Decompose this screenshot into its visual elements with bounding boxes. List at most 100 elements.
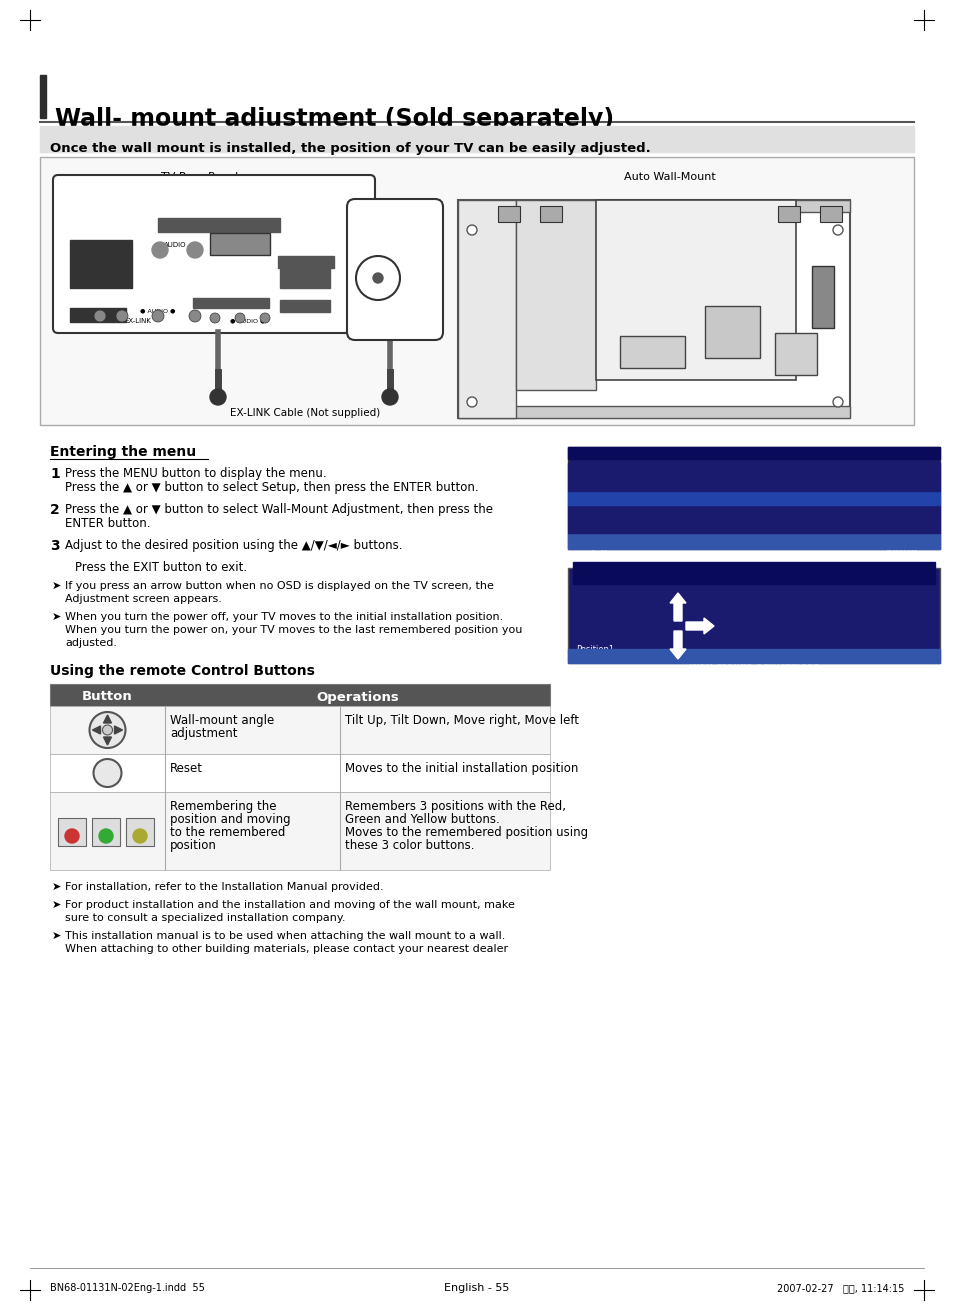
Text: ➤: ➤ bbox=[52, 900, 61, 910]
Text: Using the remote Control Buttons: Using the remote Control Buttons bbox=[50, 664, 314, 679]
Text: S.MODE: S.MODE bbox=[96, 820, 115, 825]
Bar bbox=[70, 240, 132, 288]
Text: Once the wall mount is installed, the position of your TV can be easily adjusted: Once the wall mount is installed, the po… bbox=[50, 141, 650, 155]
Text: these 3 color buttons.: these 3 color buttons. bbox=[345, 838, 474, 852]
Bar bbox=[539, 206, 561, 221]
Text: Entering the menu: Entering the menu bbox=[50, 445, 196, 458]
Bar bbox=[497, 206, 519, 221]
Bar bbox=[457, 200, 849, 418]
Text: 1: 1 bbox=[50, 466, 60, 481]
Bar bbox=[619, 335, 684, 368]
FancyArrow shape bbox=[669, 631, 685, 659]
Text: AUDIO: AUDIO bbox=[88, 317, 108, 322]
Polygon shape bbox=[103, 738, 112, 745]
Text: T V: T V bbox=[589, 548, 607, 557]
Text: Wall- mount adjustment (Sold separately): Wall- mount adjustment (Sold separately) bbox=[55, 107, 614, 131]
Circle shape bbox=[90, 713, 126, 748]
Text: MIC: MIC bbox=[99, 766, 115, 776]
Bar bbox=[567, 462, 939, 477]
Text: Input: Input bbox=[573, 476, 598, 483]
Bar bbox=[40, 75, 46, 118]
Text: TV Rear Panel: TV Rear Panel bbox=[161, 172, 238, 182]
Bar bbox=[50, 706, 550, 755]
Circle shape bbox=[210, 313, 220, 324]
Circle shape bbox=[832, 397, 842, 407]
Circle shape bbox=[102, 724, 112, 735]
Text: Press the MENU button to display the menu.: Press the MENU button to display the men… bbox=[65, 466, 326, 479]
Text: BN68-01131N-02Eng-1.indd  55: BN68-01131N-02Eng-1.indd 55 bbox=[50, 1282, 205, 1293]
Text: Setup: Setup bbox=[884, 548, 917, 557]
Bar bbox=[58, 817, 86, 846]
Circle shape bbox=[99, 829, 112, 844]
Text: ►: ► bbox=[927, 503, 932, 510]
Circle shape bbox=[381, 389, 397, 405]
Bar bbox=[457, 200, 849, 212]
Text: PC: PC bbox=[243, 242, 253, 248]
Text: ● AUDIO ●: ● AUDIO ● bbox=[140, 308, 175, 313]
FancyArrow shape bbox=[685, 618, 713, 634]
Circle shape bbox=[373, 272, 382, 283]
Text: Channel: Channel bbox=[573, 503, 609, 512]
Text: Adjust to the desired position using the ▲/▼/◄/► buttons.: Adjust to the desired position using the… bbox=[65, 538, 402, 552]
Bar bbox=[457, 406, 849, 418]
Bar bbox=[50, 793, 550, 870]
Text: ➤: ➤ bbox=[52, 931, 61, 941]
Text: When you turn the power off, your TV moves to the initial installation position.: When you turn the power off, your TV mov… bbox=[65, 612, 503, 622]
Bar bbox=[40, 157, 913, 424]
Bar bbox=[567, 648, 939, 663]
Circle shape bbox=[832, 225, 842, 234]
Text: Remembering the: Remembering the bbox=[170, 800, 276, 814]
Circle shape bbox=[65, 829, 79, 844]
Text: adjusted.: adjusted. bbox=[65, 638, 117, 648]
Text: Wall-mount angle: Wall-mount angle bbox=[170, 714, 274, 727]
Text: Adjustment screen appears.: Adjustment screen appears. bbox=[65, 593, 222, 604]
Bar bbox=[567, 533, 939, 549]
Circle shape bbox=[467, 397, 476, 407]
Text: When attaching to other building materials, please contact your nearest dealer: When attaching to other building materia… bbox=[65, 945, 508, 954]
Text: to the remembered: to the remembered bbox=[170, 827, 285, 838]
Text: AUDIO: AUDIO bbox=[164, 242, 186, 248]
Text: position and moving: position and moving bbox=[170, 814, 291, 827]
Bar bbox=[567, 447, 939, 458]
Text: Moves to the remembered position using: Moves to the remembered position using bbox=[345, 827, 587, 838]
Text: Press the ▲ or ▼ button to select Wall-Mount Adjustment, then press the: Press the ▲ or ▼ button to select Wall-M… bbox=[65, 503, 493, 516]
Bar bbox=[91, 817, 120, 846]
Text: EX-LINK: EX-LINK bbox=[125, 318, 152, 324]
Text: PC IN: PC IN bbox=[209, 227, 229, 234]
Bar bbox=[280, 300, 330, 312]
Text: Press the ▲ or ▼ button to select Setup, then press the ENTER button.: Press the ▲ or ▼ button to select Setup,… bbox=[65, 481, 478, 494]
Bar bbox=[811, 266, 833, 328]
Bar bbox=[778, 206, 800, 221]
Text: Remembers 3 positions with the Red,: Remembers 3 positions with the Red, bbox=[345, 800, 565, 814]
Text: Press the EXIT button to exit.: Press the EXIT button to exit. bbox=[75, 561, 247, 574]
Bar bbox=[40, 126, 913, 152]
Bar bbox=[457, 200, 516, 418]
Text: DVI IN (HDMI 1): DVI IN (HDMI 1) bbox=[210, 304, 253, 309]
Bar bbox=[567, 477, 939, 491]
Text: Button: Button bbox=[82, 690, 132, 703]
Circle shape bbox=[94, 310, 106, 322]
Text: ENTER button.: ENTER button. bbox=[65, 517, 151, 531]
Text: Reset: Reset bbox=[170, 762, 203, 776]
Text: OUT: OUT bbox=[91, 322, 105, 328]
Circle shape bbox=[234, 313, 245, 324]
Bar bbox=[567, 569, 939, 663]
FancyBboxPatch shape bbox=[347, 199, 442, 341]
Circle shape bbox=[187, 242, 203, 258]
Bar bbox=[50, 755, 550, 793]
Bar bbox=[516, 200, 596, 390]
Bar bbox=[567, 491, 939, 504]
Text: For installation, refer to the Installation Manual provided.: For installation, refer to the Installat… bbox=[65, 882, 383, 892]
Bar bbox=[704, 307, 760, 358]
Bar bbox=[277, 255, 334, 269]
Circle shape bbox=[116, 310, 128, 322]
Text: Screen Burn Protection: Screen Burn Protection bbox=[642, 517, 719, 523]
Text: This installation manual is to be used when attaching the wall mount to a wall.: This installation manual is to be used w… bbox=[65, 931, 505, 941]
Text: For product installation and the installation and moving of the wall mount, make: For product installation and the install… bbox=[65, 900, 515, 910]
Text: HDMI IN: HDMI IN bbox=[292, 263, 319, 269]
Text: 2007-02-27   ๊๊, 11:14:15: 2007-02-27 ๊๊, 11:14:15 bbox=[776, 1282, 903, 1293]
Text: If you press an arrow button when no OSD is displayed on the TV screen, the: If you press an arrow button when no OSD… bbox=[65, 582, 494, 591]
Text: SW Upgrade: SW Upgrade bbox=[642, 494, 683, 500]
Text: Position      1      2      3: Position 1 2 3 bbox=[576, 572, 662, 582]
Text: English - 55: English - 55 bbox=[444, 1282, 509, 1293]
